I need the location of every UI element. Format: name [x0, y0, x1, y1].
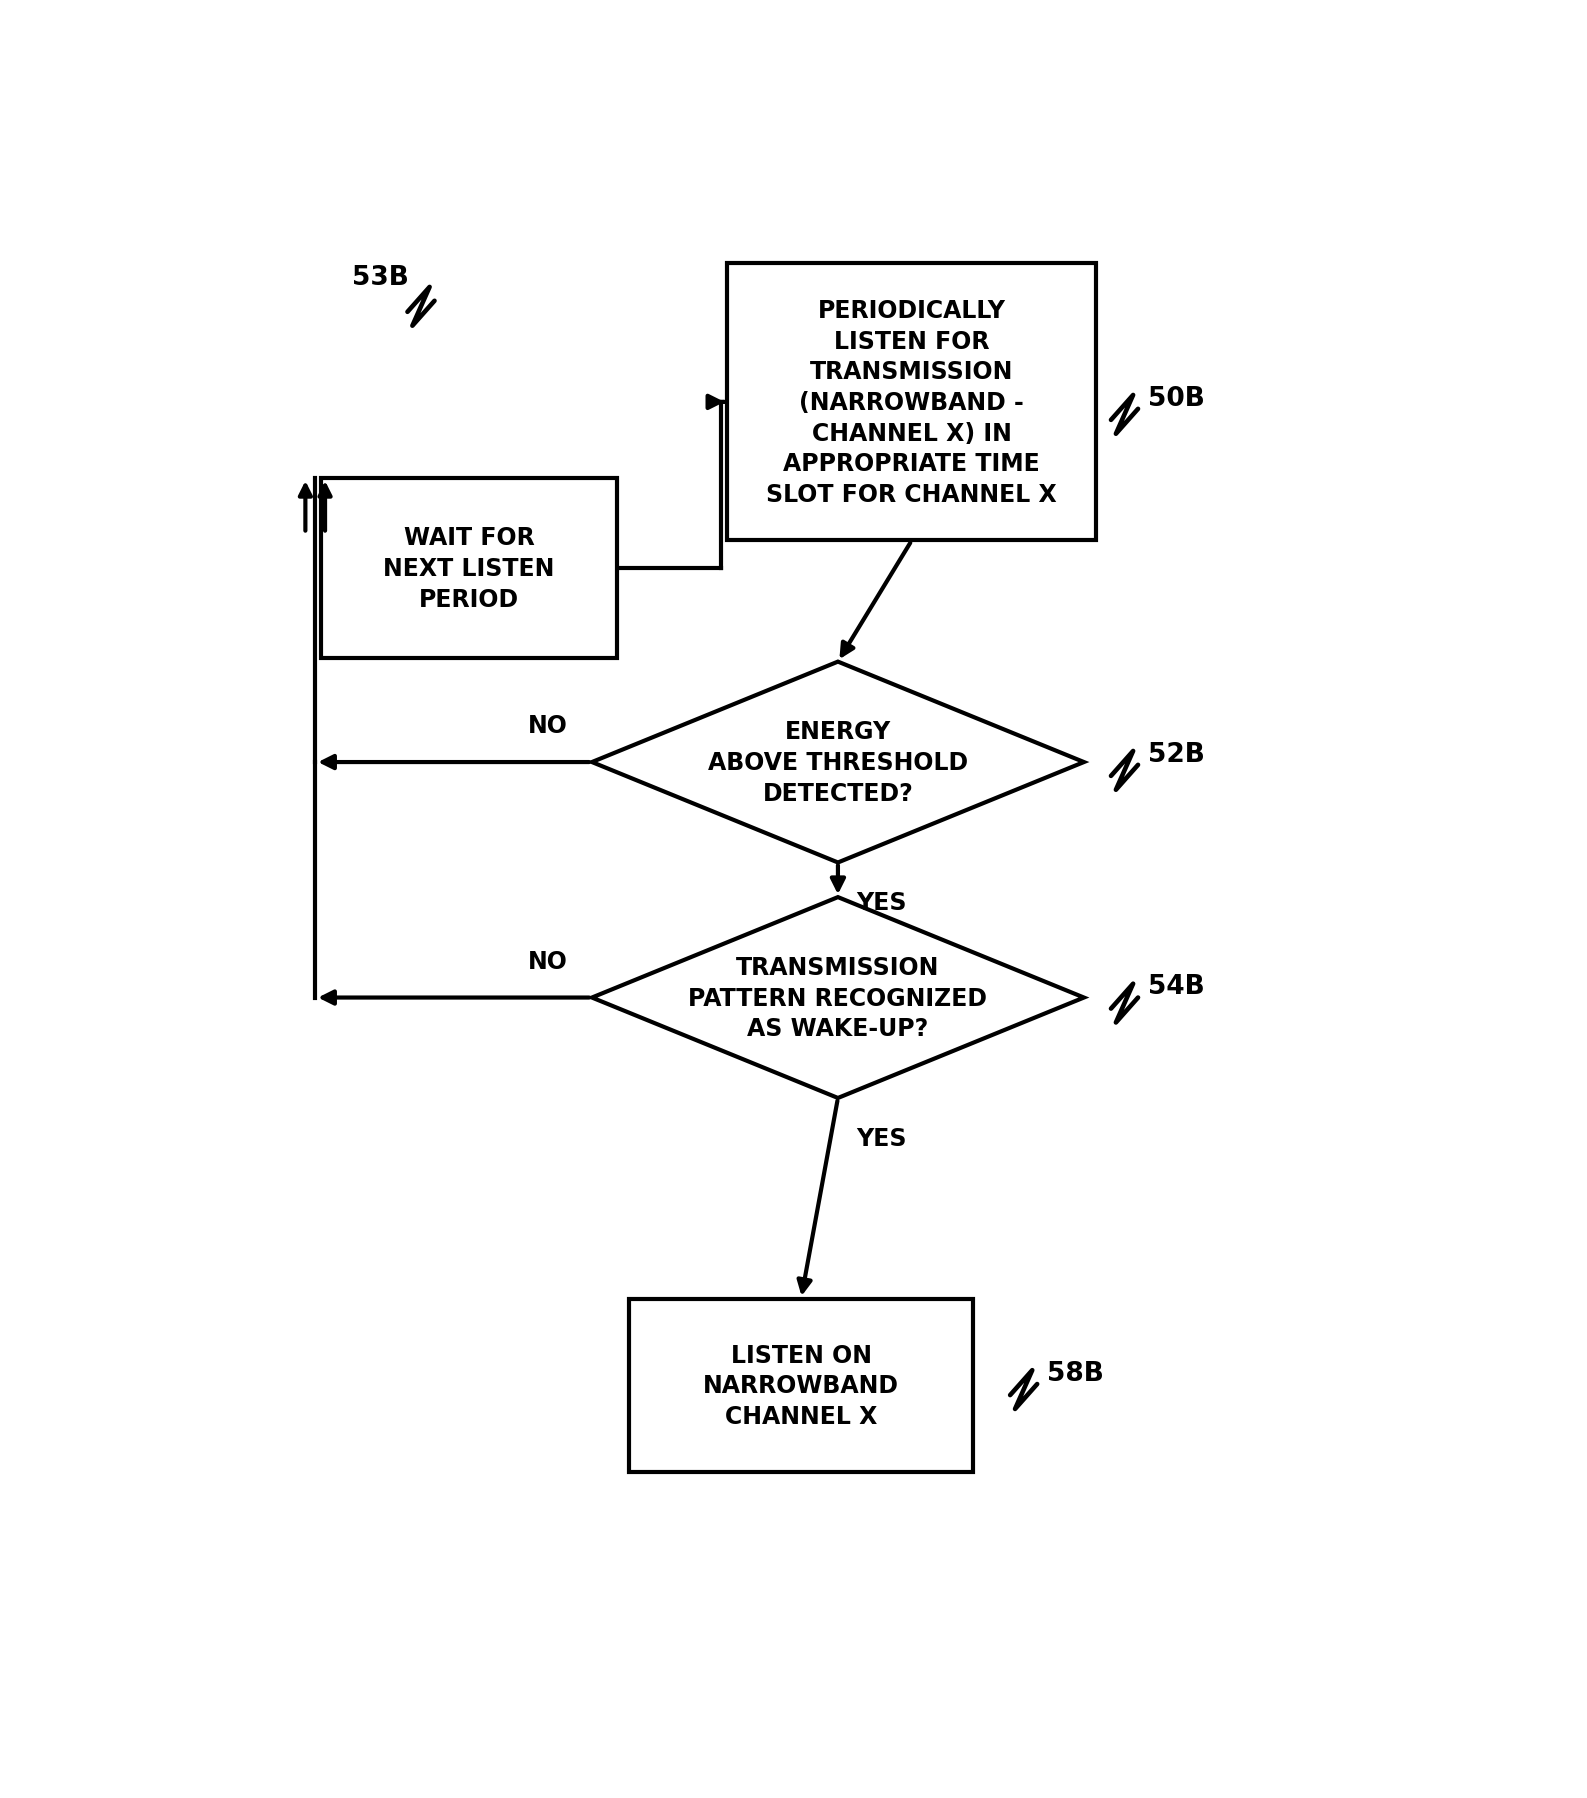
Text: LISTEN ON
NARROWBAND
CHANNEL X: LISTEN ON NARROWBAND CHANNEL X	[703, 1343, 900, 1428]
Text: ENERGY
ABOVE THRESHOLD
DETECTED?: ENERGY ABOVE THRESHOLD DETECTED?	[708, 719, 968, 806]
Text: YES: YES	[857, 890, 906, 915]
Text: WAIT FOR
NEXT LISTEN
PERIOD: WAIT FOR NEXT LISTEN PERIOD	[384, 527, 554, 611]
Polygon shape	[592, 662, 1084, 863]
Polygon shape	[592, 897, 1084, 1099]
Text: 50B: 50B	[1147, 385, 1205, 412]
FancyBboxPatch shape	[628, 1300, 973, 1473]
Text: NO: NO	[527, 949, 568, 973]
FancyBboxPatch shape	[727, 264, 1097, 541]
Text: NO: NO	[527, 714, 568, 737]
FancyBboxPatch shape	[321, 478, 616, 658]
Text: 52B: 52B	[1147, 741, 1205, 768]
Text: 53B: 53B	[352, 264, 409, 291]
Text: TRANSMISSION
PATTERN RECOGNIZED
AS WAKE-UP?: TRANSMISSION PATTERN RECOGNIZED AS WAKE-…	[689, 955, 987, 1041]
Text: 54B: 54B	[1147, 975, 1205, 1000]
Text: 58B: 58B	[1047, 1359, 1105, 1386]
Text: YES: YES	[857, 1126, 906, 1151]
Text: PERIODICALLY
LISTEN FOR
TRANSMISSION
(NARROWBAND -
CHANNEL X) IN
APPROPRIATE TIM: PERIODICALLY LISTEN FOR TRANSMISSION (NA…	[767, 298, 1057, 507]
